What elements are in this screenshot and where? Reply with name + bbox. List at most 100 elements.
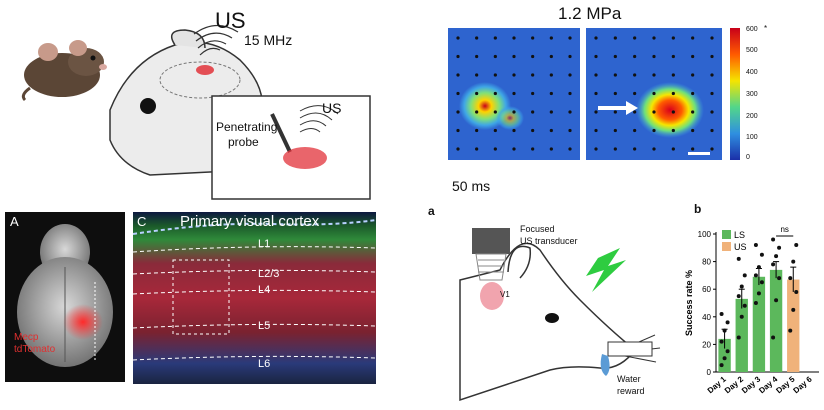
grid-point bbox=[568, 54, 572, 59]
grid-point bbox=[493, 128, 497, 133]
grid-point bbox=[691, 128, 695, 133]
grid-point bbox=[531, 73, 535, 77]
grid-point bbox=[613, 73, 617, 77]
data-point bbox=[736, 256, 741, 261]
data-point bbox=[739, 284, 744, 289]
whole-brain-image bbox=[5, 212, 125, 382]
grid-point bbox=[493, 110, 497, 114]
grid-point bbox=[456, 91, 460, 96]
legend-swatch bbox=[722, 242, 731, 251]
data-point bbox=[774, 254, 779, 259]
data-point bbox=[719, 363, 724, 368]
grid-point bbox=[652, 54, 656, 59]
colorbar bbox=[730, 28, 740, 160]
grid-point bbox=[613, 91, 617, 96]
grid-point bbox=[549, 36, 553, 40]
grid-point bbox=[633, 36, 637, 40]
data-point bbox=[791, 259, 796, 264]
light-stimulus-icon bbox=[586, 248, 626, 292]
grid-point bbox=[549, 73, 553, 77]
panel-label-a-lower: a bbox=[428, 204, 435, 218]
grid-point bbox=[691, 73, 695, 77]
data-point bbox=[794, 243, 799, 248]
grid-point bbox=[691, 54, 695, 59]
layer-label: L4 bbox=[258, 284, 271, 296]
grid-point bbox=[594, 128, 598, 133]
scale-bar bbox=[688, 152, 710, 155]
grid-point bbox=[613, 110, 617, 114]
grid-point bbox=[710, 128, 714, 133]
grid-point bbox=[652, 110, 656, 114]
data-point bbox=[753, 243, 758, 248]
grid-point bbox=[633, 73, 637, 77]
grid-point bbox=[710, 73, 714, 77]
y-tick-label: 80 bbox=[702, 258, 711, 267]
grid-point bbox=[691, 110, 695, 114]
us-focus-spot bbox=[196, 65, 214, 75]
grid-point bbox=[671, 147, 675, 151]
data-point bbox=[719, 339, 724, 344]
water-drop bbox=[600, 354, 610, 376]
grid-point bbox=[531, 54, 535, 59]
pressure-label: 1.2 MPa bbox=[558, 4, 622, 23]
data-point bbox=[742, 273, 747, 278]
data-point bbox=[777, 276, 782, 281]
v1-label: V1 bbox=[500, 290, 510, 299]
grid-point bbox=[549, 110, 553, 114]
grid-point bbox=[493, 73, 497, 77]
probe-label-line2: probe bbox=[228, 135, 259, 149]
bar bbox=[735, 298, 748, 372]
grid-point bbox=[710, 147, 714, 151]
transducer-label-line1: Focused bbox=[520, 224, 555, 234]
pressure-heatmap-panel: 1.2 MPa bbox=[440, 0, 824, 200]
data-point bbox=[722, 328, 727, 333]
us-transducer bbox=[472, 228, 510, 254]
grid-point bbox=[633, 147, 637, 151]
grid-point bbox=[671, 91, 675, 96]
data-point bbox=[774, 298, 779, 303]
layer-label: L6 bbox=[258, 358, 271, 370]
bar bbox=[752, 276, 766, 372]
grid-point bbox=[456, 110, 460, 114]
grid-point bbox=[633, 54, 637, 59]
grid-point bbox=[475, 36, 479, 40]
grid-point bbox=[671, 110, 675, 114]
grid-point bbox=[549, 54, 553, 59]
colorbar-tick: 500 bbox=[746, 47, 758, 54]
grid-point bbox=[512, 147, 516, 151]
marker-label-line2: tdTomato bbox=[14, 344, 56, 355]
grid-point bbox=[456, 147, 460, 151]
marker-label-line1: Mecp bbox=[14, 332, 39, 343]
success-rate-chart-panel: b 0 20 40 60 80 100 Success rate % Day 1 Day 2 Da… bbox=[676, 200, 824, 410]
grid-point bbox=[456, 128, 460, 133]
grid-point bbox=[652, 36, 656, 40]
mouse-behavior-illustration bbox=[459, 228, 661, 402]
grid-point bbox=[568, 73, 572, 77]
data-point bbox=[722, 356, 727, 361]
data-point bbox=[788, 328, 793, 333]
grid-point bbox=[594, 147, 598, 151]
grid-point bbox=[512, 128, 516, 133]
grid-point bbox=[568, 147, 572, 151]
behavior-setup-panel: a Focused US transducer V1 Water reward bbox=[420, 200, 672, 410]
y-tick-label: 0 bbox=[707, 368, 712, 377]
grid-point bbox=[512, 91, 516, 96]
colorbar-ticks: 600 500 400 300 200 100 0 bbox=[746, 26, 776, 166]
data-point bbox=[759, 280, 764, 285]
data-point bbox=[742, 303, 747, 308]
grid-point bbox=[671, 54, 675, 59]
data-point bbox=[788, 276, 793, 281]
v1-target bbox=[480, 282, 504, 310]
bar bbox=[787, 279, 800, 372]
grid-point bbox=[568, 36, 572, 40]
grid-point bbox=[475, 73, 479, 77]
heatmap-figure bbox=[448, 28, 740, 160]
grid-point bbox=[493, 36, 497, 40]
grid-point bbox=[456, 54, 460, 59]
grid-point bbox=[531, 36, 535, 40]
y-tick-label: 100 bbox=[698, 230, 712, 239]
grid-point bbox=[531, 147, 535, 151]
data-point bbox=[736, 294, 741, 299]
grid-point bbox=[613, 147, 617, 151]
grid-point bbox=[633, 128, 637, 133]
